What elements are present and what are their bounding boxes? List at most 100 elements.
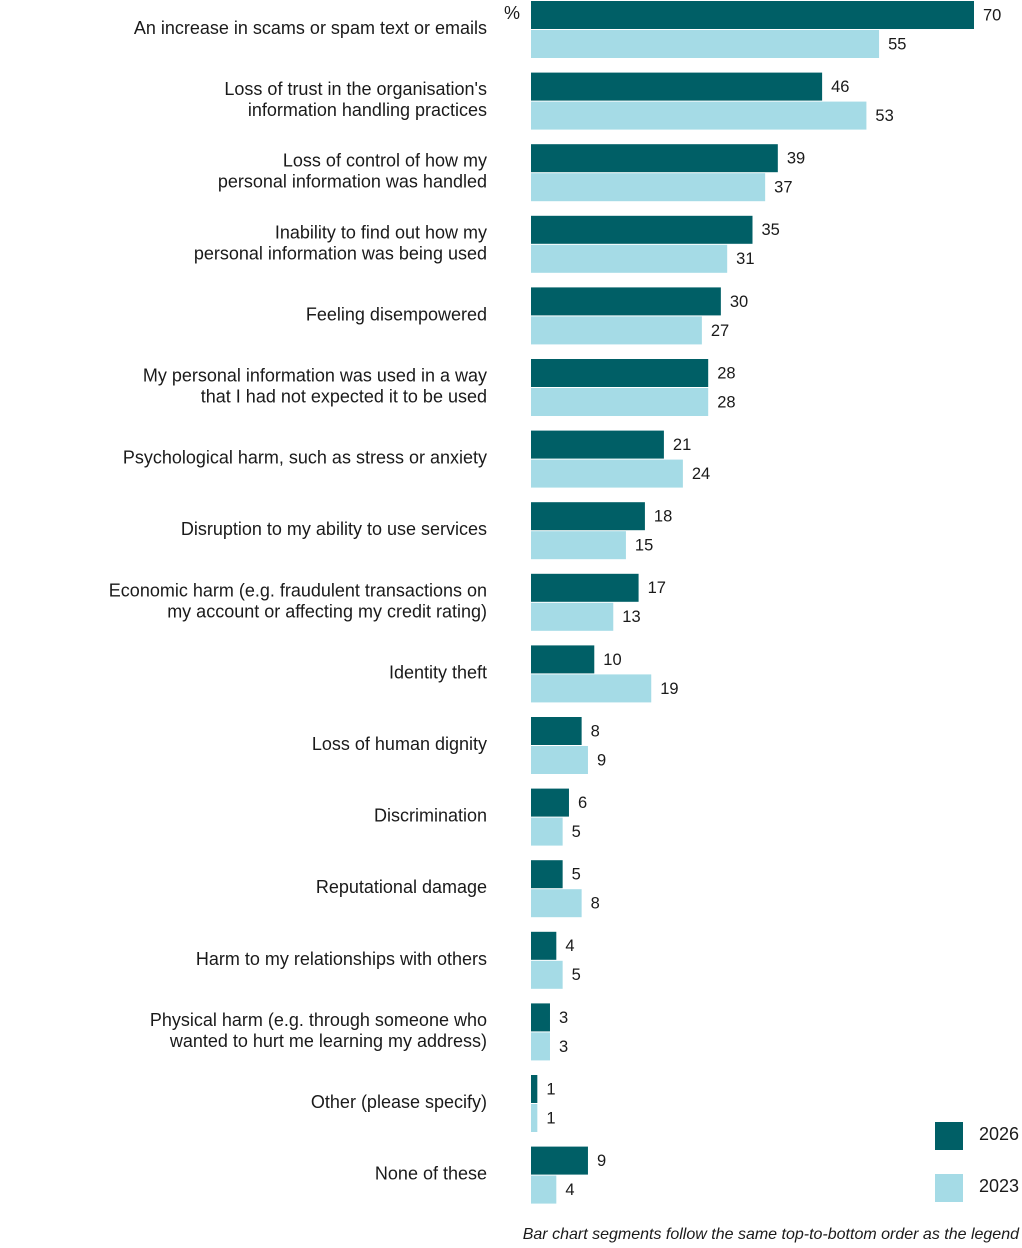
bar bbox=[531, 788, 569, 817]
value-label: 30 bbox=[730, 293, 748, 311]
value-label: 3 bbox=[559, 1038, 568, 1056]
bar bbox=[531, 573, 639, 602]
bar bbox=[531, 1104, 538, 1132]
value-label: 55 bbox=[888, 35, 906, 53]
category-label-line: Inability to find out how my bbox=[275, 222, 487, 242]
category-label-line: Feeling disempowered bbox=[306, 304, 487, 324]
category-label-line: Harm to my relationships with others bbox=[196, 949, 487, 969]
category-label-line: Psychological harm, such as stress or an… bbox=[123, 447, 487, 467]
category-label: Loss of trust in the organisation's infor… bbox=[224, 79, 487, 120]
bar bbox=[531, 101, 867, 130]
category-label: Economic harm (e.g. fraudulent transacti… bbox=[109, 580, 487, 621]
bar bbox=[531, 388, 709, 416]
value-label: 4 bbox=[565, 937, 574, 955]
bar bbox=[531, 144, 778, 173]
bar bbox=[531, 674, 652, 703]
legend-swatch bbox=[935, 1122, 963, 1150]
bar bbox=[531, 1003, 550, 1032]
category-label-line: My personal information was used in a wa… bbox=[143, 365, 487, 385]
category-label-line: Reputational damage bbox=[316, 877, 487, 897]
bar bbox=[531, 1146, 588, 1175]
category-label: Disruption to my ability to use services bbox=[181, 519, 487, 539]
value-label: 19 bbox=[660, 680, 678, 698]
value-label: 5 bbox=[572, 823, 581, 841]
value-label: 13 bbox=[622, 608, 640, 626]
bar bbox=[531, 430, 664, 459]
value-label: 1 bbox=[546, 1109, 555, 1127]
value-label: 28 bbox=[717, 393, 735, 411]
category-label-line: wanted to hurt me learning my address) bbox=[169, 1031, 487, 1051]
footnote: Bar chart segments follow the same top-t… bbox=[523, 1226, 1020, 1243]
category-label-line: Loss of trust in the organisation's bbox=[224, 79, 487, 99]
category-label-line: personal information was being used bbox=[194, 243, 487, 263]
bar bbox=[531, 931, 557, 960]
bar bbox=[531, 30, 880, 58]
bar bbox=[531, 860, 563, 889]
value-label: 28 bbox=[717, 364, 735, 382]
legend-label: 2026 bbox=[979, 1124, 1019, 1144]
category-label-line: my account or affecting my credit rating… bbox=[167, 601, 487, 621]
bar bbox=[531, 1, 974, 29]
value-label: 39 bbox=[787, 150, 805, 168]
value-label: 9 bbox=[597, 1152, 606, 1170]
category-label-line: An increase in scams or spam text or ema… bbox=[134, 18, 487, 38]
value-label: 27 bbox=[711, 322, 729, 340]
category-label: Reputational damage bbox=[316, 877, 487, 897]
bar bbox=[531, 1175, 557, 1204]
bar bbox=[531, 287, 721, 316]
bar bbox=[531, 244, 728, 273]
value-label: 53 bbox=[875, 107, 893, 125]
category-label-line: Loss of human dignity bbox=[312, 734, 487, 754]
bar bbox=[531, 960, 563, 989]
category-label-line: Loss of control of how my bbox=[283, 150, 487, 170]
value-label: 8 bbox=[591, 722, 600, 740]
category-label: Harm to my relationships with others bbox=[196, 949, 487, 969]
value-label: 4 bbox=[565, 1181, 574, 1199]
value-label: 10 bbox=[603, 651, 621, 669]
category-label: Identity theft bbox=[389, 662, 487, 682]
category-label-line: information handling practices bbox=[248, 100, 487, 120]
category-label-line: None of these bbox=[375, 1163, 487, 1183]
category-label: Loss of control of how my personal inform… bbox=[218, 150, 487, 191]
bar bbox=[531, 215, 753, 244]
category-label-line: personal information was handled bbox=[218, 171, 487, 191]
bar bbox=[531, 359, 709, 387]
bar bbox=[531, 817, 563, 846]
bar bbox=[531, 645, 595, 674]
category-label: An increase in scams or spam text or ema… bbox=[134, 18, 487, 38]
value-label: 37 bbox=[774, 179, 792, 197]
category-label: Loss of human dignity bbox=[312, 734, 487, 754]
value-label: 17 bbox=[648, 579, 666, 597]
value-label: 6 bbox=[578, 794, 587, 812]
value-label: 46 bbox=[831, 78, 849, 96]
bar bbox=[531, 459, 683, 488]
legend-swatch bbox=[935, 1174, 963, 1202]
category-label: Physical harm (e.g. through someone who w… bbox=[150, 1010, 487, 1051]
value-label: 5 bbox=[572, 966, 581, 984]
value-label: 31 bbox=[736, 250, 754, 268]
category-label: Inability to find out how my personal inf… bbox=[194, 222, 487, 263]
unit-label: % bbox=[504, 3, 520, 23]
value-label: 70 bbox=[983, 6, 1001, 24]
value-label: 18 bbox=[654, 508, 672, 526]
category-label-line: that I had not expected it to be used bbox=[201, 386, 487, 406]
category-label: Discrimination bbox=[374, 805, 487, 825]
value-label: 9 bbox=[597, 751, 606, 769]
bar bbox=[531, 1075, 538, 1103]
category-label: Other (please specify) bbox=[311, 1092, 487, 1112]
category-label: None of these bbox=[375, 1163, 487, 1183]
value-label: 21 bbox=[673, 436, 691, 454]
category-label-line: Economic harm (e.g. fraudulent transacti… bbox=[109, 580, 487, 600]
category-label: Feeling disempowered bbox=[306, 304, 487, 324]
bar bbox=[531, 746, 588, 774]
bar bbox=[531, 316, 702, 345]
category-label: My personal information was used in a wa… bbox=[143, 365, 487, 406]
bar bbox=[531, 502, 645, 531]
value-label: 15 bbox=[635, 537, 653, 555]
bar bbox=[531, 173, 766, 202]
category-label-line: Disruption to my ability to use services bbox=[181, 519, 487, 539]
category-label-line: Other (please specify) bbox=[311, 1092, 487, 1112]
bar bbox=[531, 531, 626, 560]
